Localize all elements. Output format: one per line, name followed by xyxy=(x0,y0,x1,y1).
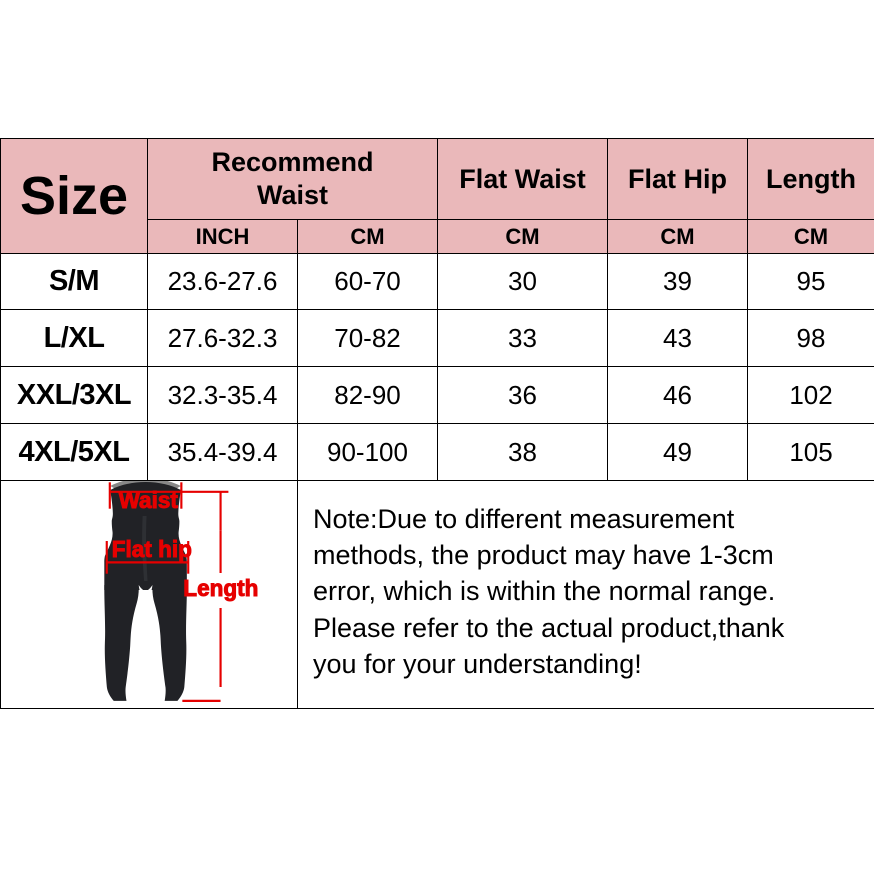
svg-text:Waist: Waist xyxy=(119,487,179,513)
svg-text:Length: Length xyxy=(183,575,258,601)
svg-text:Flat hip: Flat hip xyxy=(112,536,192,562)
